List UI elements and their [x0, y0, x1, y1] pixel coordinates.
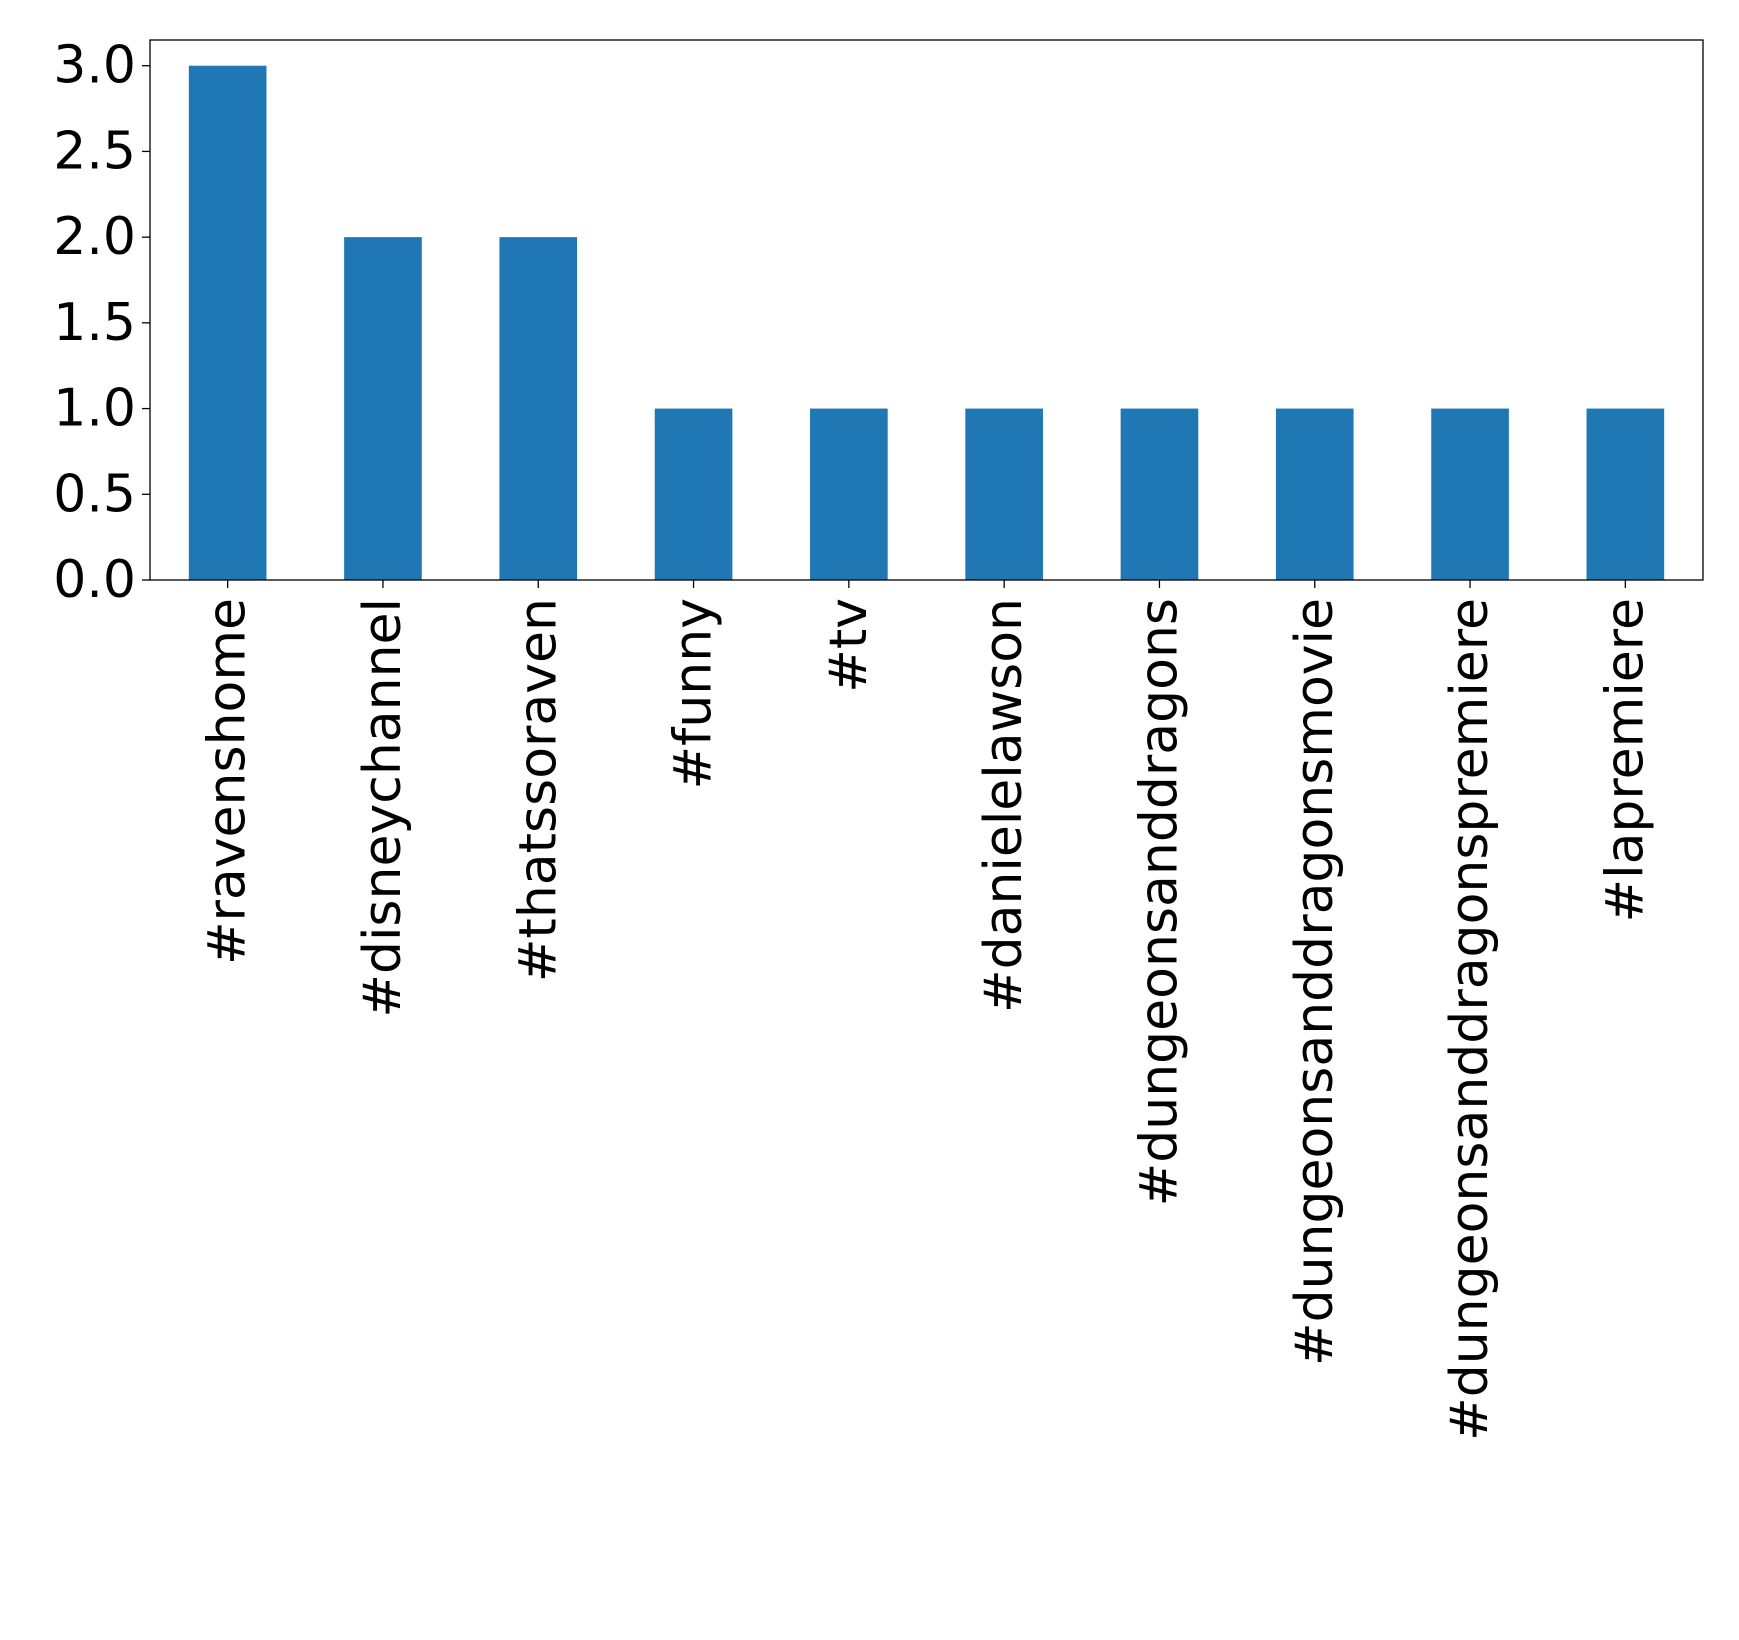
x-tick-label: #disneychannel: [353, 598, 413, 1018]
bar: [344, 237, 422, 580]
x-tick-label: #danielelawson: [974, 598, 1034, 1013]
y-tick-label: 2.5: [53, 121, 136, 181]
y-tick-label: 1.0: [53, 379, 136, 439]
plot-frame: [149, 39, 1704, 581]
x-tick-label: #tv: [819, 598, 879, 693]
y-tick-label: 0.5: [53, 464, 136, 524]
y-tick-label: 2.0: [53, 207, 136, 267]
y-tick-label: 3.0: [53, 36, 136, 96]
y-tick-label: 1.5: [53, 293, 136, 353]
y-tick-label: 0.0: [53, 550, 136, 610]
bar: [1120, 408, 1199, 580]
bar: [499, 237, 578, 580]
x-tick-label: #dungeonsanddragonsmovie: [1285, 598, 1345, 1366]
bar: [654, 408, 733, 580]
bar: [965, 408, 1043, 580]
bar: [1431, 408, 1509, 580]
x-tick-label: #dungeonsanddragons: [1129, 598, 1189, 1206]
x-tick-label: #lapremiere: [1595, 598, 1655, 922]
bars-group: [188, 65, 1665, 580]
bar: [188, 65, 267, 580]
y-axis: 0.0 0.5 1.0 1.5 2.0 2.5 3.0: [53, 36, 150, 610]
x-tick-label: #dungeonsanddragonspremiere: [1440, 598, 1500, 1441]
x-tick-label: #thatssoraven: [508, 598, 568, 982]
x-axis: #ravenshome #disneychannel #thatssoraven #f…: [198, 580, 1655, 1441]
bar: [1586, 408, 1665, 580]
x-tick-label: #ravenshome: [198, 598, 258, 965]
bar: [1275, 408, 1354, 580]
bar: [810, 408, 888, 580]
x-tick-label: #funny: [664, 598, 724, 790]
